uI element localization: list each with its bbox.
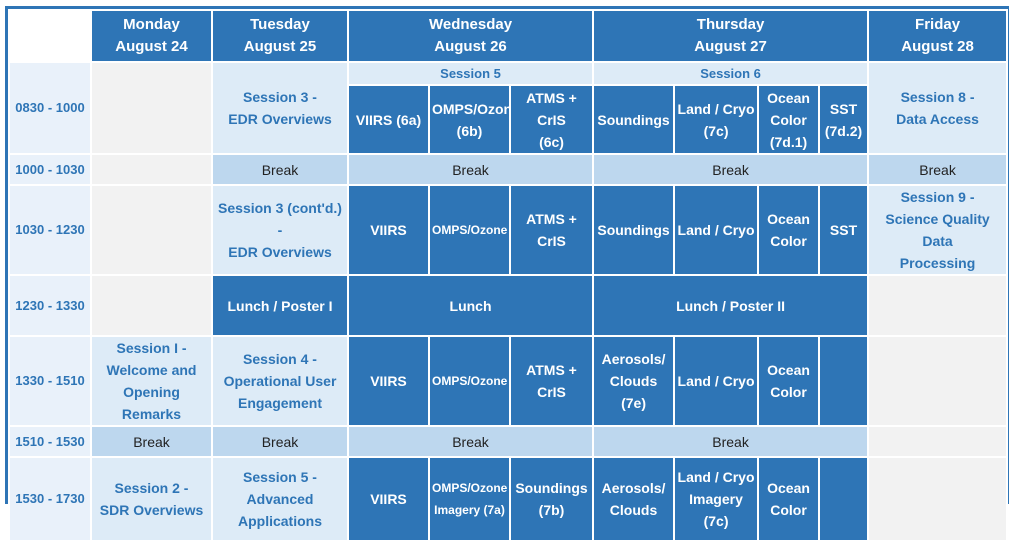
track: OMPS/Ozone Imagery (7a) xyxy=(428,456,511,542)
empty-cell xyxy=(867,335,1009,427)
break: Break xyxy=(867,153,1009,186)
day-header: Tuesday August 25 xyxy=(211,9,349,63)
track: ATMS + CrIS xyxy=(508,184,595,276)
track: Aerosols/ Clouds xyxy=(592,456,676,542)
day-header: Wednesday August 26 xyxy=(346,9,595,63)
track: ATMS + CrIS xyxy=(508,335,595,427)
schedule-frame: Monday August 24 Tuesday August 25 Wednesd… xyxy=(5,6,1009,542)
row: 1330 - 1510 Session I - Welcome and Open… xyxy=(8,335,1009,427)
page: {"header": {"days": [ {"name": "Monday",… xyxy=(5,6,1009,542)
track: Ocean Color xyxy=(757,184,821,276)
day-header: Monday August 24 xyxy=(90,9,213,63)
day-date: August 25 xyxy=(243,38,317,55)
track: Soundings xyxy=(592,184,676,276)
track: SST xyxy=(818,184,870,276)
day-date: August 24 xyxy=(115,38,188,55)
lunch: Lunch / Poster II xyxy=(592,274,870,337)
track: Land / Cryo xyxy=(673,335,760,427)
break: Break xyxy=(592,153,870,186)
track: Land / Cryo (7c) xyxy=(673,84,760,155)
track: Ocean Color xyxy=(757,456,821,542)
session: Session I - Welcome and Opening Remarks xyxy=(90,335,213,427)
session: Session 5 - Advanced Applications xyxy=(211,456,349,542)
day-header: Friday August 28 xyxy=(867,9,1009,63)
time: 0830 - 1000 xyxy=(8,61,92,155)
schedule-table: Monday August 24 Tuesday August 25 Wednesd… xyxy=(8,9,1009,542)
track: ATMS + CrIS (6c) xyxy=(508,84,595,155)
header-row: Monday August 24 Tuesday August 25 Wednesd… xyxy=(8,9,1009,63)
track: OMPS/Ozone xyxy=(428,335,511,427)
row: 1510 - 1530 Break Break Break Break xyxy=(8,425,1009,458)
day-name: Friday xyxy=(915,16,961,33)
day-name: Wednesday xyxy=(428,16,513,33)
track: Soundings xyxy=(592,84,676,155)
session-label: Session 6 xyxy=(592,61,870,86)
row: 1530 - 1730 Session 2 - SDR Overviews Se… xyxy=(8,456,1009,542)
time: 1000 - 1030 xyxy=(8,153,92,186)
row: 1230 - 1330 Lunch / Poster I Lunch Lunch… xyxy=(8,274,1009,337)
row: 0830 - 1000 Session 3 - EDR Overviews Se… xyxy=(8,61,1009,155)
time: 1530 - 1730 xyxy=(8,456,92,542)
time: 1230 - 1330 xyxy=(8,274,92,337)
empty-cell xyxy=(90,274,213,337)
day-name: Tuesday xyxy=(250,16,310,33)
track: Soundings (7b) xyxy=(508,456,595,542)
track: OMPS/Ozone xyxy=(428,184,511,276)
track: Ocean Color xyxy=(757,335,821,427)
corner xyxy=(8,9,92,63)
track: Land / Cryo Imagery (7c) xyxy=(673,456,760,542)
break: Break xyxy=(346,153,595,186)
track: VIIRS xyxy=(347,456,430,542)
empty-cell xyxy=(90,61,213,155)
empty-cell xyxy=(90,184,213,276)
empty-cell xyxy=(867,456,1009,542)
row: 1000 - 1030 Break Break Break Break xyxy=(8,153,1009,186)
session: Session 9 - Science Quality Data Process… xyxy=(867,184,1009,276)
session: Session 3 (cont'd.) - EDR Overviews xyxy=(211,184,349,276)
break: Break xyxy=(592,425,870,458)
break: Break xyxy=(346,425,595,458)
track: OMPS/Ozone (6b) xyxy=(428,84,511,155)
track: Land / Cryo xyxy=(673,184,760,276)
session: Session 4 - Operational User Engagement xyxy=(211,335,349,427)
empty-track xyxy=(818,335,870,427)
row: 1030 - 1230 Session 3 (cont'd.) - EDR Ov… xyxy=(8,184,1009,276)
lunch: Lunch / Poster I xyxy=(211,274,349,337)
empty-track xyxy=(818,456,870,542)
day-date: August 26 xyxy=(434,38,507,55)
empty-cell xyxy=(867,274,1009,337)
break: Break xyxy=(211,425,349,458)
time: 1510 - 1530 xyxy=(8,425,92,458)
empty-cell xyxy=(867,425,1009,458)
session: Session 2 - SDR Overviews xyxy=(90,456,213,542)
time: 1330 - 1510 xyxy=(8,335,92,427)
row: VIIRS (6a) OMPS/Ozone (6b) ATMS + CrIS (… xyxy=(9,84,1007,155)
day-date: August 28 xyxy=(901,38,974,55)
day-header: Thursday August 27 xyxy=(592,9,870,63)
track: SST (7d.2) xyxy=(818,84,870,155)
track: Ocean Color (7d.1) xyxy=(757,84,821,155)
track: VIIRS xyxy=(347,335,430,427)
break: Break xyxy=(211,153,349,186)
day-name: Monday xyxy=(123,16,180,33)
day-name: Thursday xyxy=(696,16,765,33)
session: Session 3 - EDR Overviews xyxy=(211,61,349,155)
time: 1030 - 1230 xyxy=(8,184,92,276)
session: Session 8 - Data Access xyxy=(867,61,1009,155)
session-label: Session 5 xyxy=(346,61,595,86)
break: Break xyxy=(90,425,213,458)
track: Aerosols/ Clouds (7e) xyxy=(592,335,676,427)
day-date: August 27 xyxy=(694,38,767,55)
track: VIIRS (6a) xyxy=(347,84,430,155)
lunch: Lunch xyxy=(346,274,595,337)
empty-cell xyxy=(90,153,213,186)
track: VIIRS xyxy=(347,184,430,276)
